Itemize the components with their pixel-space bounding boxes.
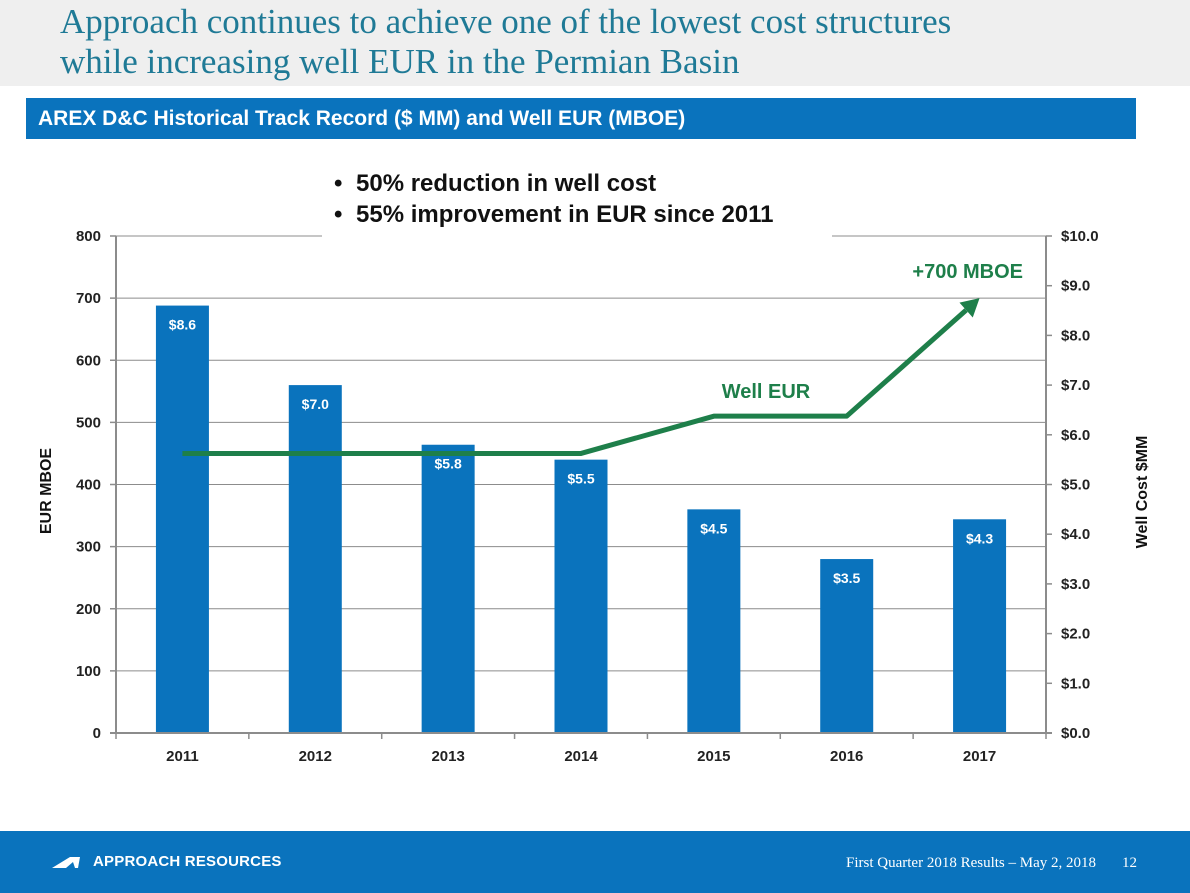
x-tick-label-2012: 2012	[299, 748, 332, 765]
eur-line-label: Well EUR	[722, 381, 811, 403]
left-tick-label: 400	[76, 477, 101, 494]
right-tick-label: $2.0	[1061, 626, 1090, 643]
left-axis-title: EUR MBOE	[38, 448, 55, 535]
title-line-1: Approach continues to achieve one of the…	[60, 2, 952, 41]
bar-2015	[687, 509, 741, 733]
bar-2014	[554, 459, 608, 733]
left-tick-label: 800	[76, 228, 101, 245]
x-tick-label-2014: 2014	[564, 748, 598, 765]
subtitle-text: AREX D&C Historical Track Record ($ MM) …	[38, 107, 686, 130]
eur-arrowhead	[959, 298, 980, 318]
bar-2013	[421, 444, 475, 733]
bar-2017	[953, 519, 1007, 733]
bar-label-2014: $5.5	[567, 471, 594, 487]
right-tick-label: $8.0	[1061, 327, 1090, 344]
bullet-text: 50% reduction in well cost	[356, 170, 656, 197]
x-tick-label-2015: 2015	[697, 748, 730, 765]
left-tick-label: 700	[76, 290, 101, 307]
right-tick-label: $4.0	[1061, 526, 1090, 543]
company-logo-icon	[52, 857, 80, 868]
title-band	[0, 0, 1190, 86]
right-tick-label: $10.0	[1061, 228, 1099, 245]
eur-arrow-label: +700 MBOE	[912, 261, 1023, 283]
bar-label-2015: $4.5	[700, 520, 727, 536]
right-tick-label: $0.0	[1061, 725, 1090, 742]
right-tick-label: $5.0	[1061, 477, 1090, 494]
bar-label-2011: $8.6	[169, 317, 196, 333]
left-tick-label: 500	[76, 414, 101, 431]
slide-title: Approach continues to achieve one of the…	[60, 2, 1160, 82]
left-tick-label: 100	[76, 663, 101, 680]
company-name: APPROACH RESOURCES	[93, 853, 282, 870]
right-tick-label: $3.0	[1061, 576, 1090, 593]
right-tick-label: $6.0	[1061, 427, 1090, 444]
right-tick-label: $1.0	[1061, 675, 1090, 692]
left-tick-label: 300	[76, 539, 101, 556]
bar-2012	[288, 385, 342, 733]
left-tick-label: 200	[76, 601, 101, 618]
x-tick-label-2011: 2011	[166, 748, 199, 765]
bullet-text: 55% improvement in EUR since 2011	[356, 201, 774, 228]
footer-text: First Quarter 2018 Results – May 2, 2018	[846, 855, 1096, 871]
bar-label-2017: $4.3	[966, 530, 993, 546]
footer: APPROACH RESOURCES First Quarter 2018 Re…	[0, 831, 1190, 893]
x-tick-label-2013: 2013	[431, 748, 464, 765]
x-tick-label-2017: 2017	[963, 748, 996, 765]
bullet-dot: •	[334, 170, 342, 197]
x-tick-label-2016: 2016	[830, 748, 863, 765]
bar-label-2013: $5.8	[435, 456, 462, 472]
left-tick-label: 0	[93, 725, 101, 742]
right-axis-title: Well Cost $MM	[1134, 436, 1151, 549]
page-number: 12	[1122, 855, 1137, 871]
bar-2016	[820, 559, 874, 733]
title-line-2: while increasing well EUR in the Permian…	[60, 42, 740, 81]
bullet-dot: •	[334, 201, 342, 228]
right-tick-label: $9.0	[1061, 278, 1090, 295]
bullet-box	[322, 162, 832, 240]
subtitle-bar: AREX D&C Historical Track Record ($ MM) …	[26, 98, 1136, 139]
bar-label-2012: $7.0	[302, 396, 329, 412]
eur-line	[182, 308, 968, 456]
left-tick-label: 600	[76, 352, 101, 369]
bar-label-2016: $3.5	[833, 570, 860, 586]
right-tick-label: $7.0	[1061, 377, 1090, 394]
bar-2011	[155, 305, 209, 733]
